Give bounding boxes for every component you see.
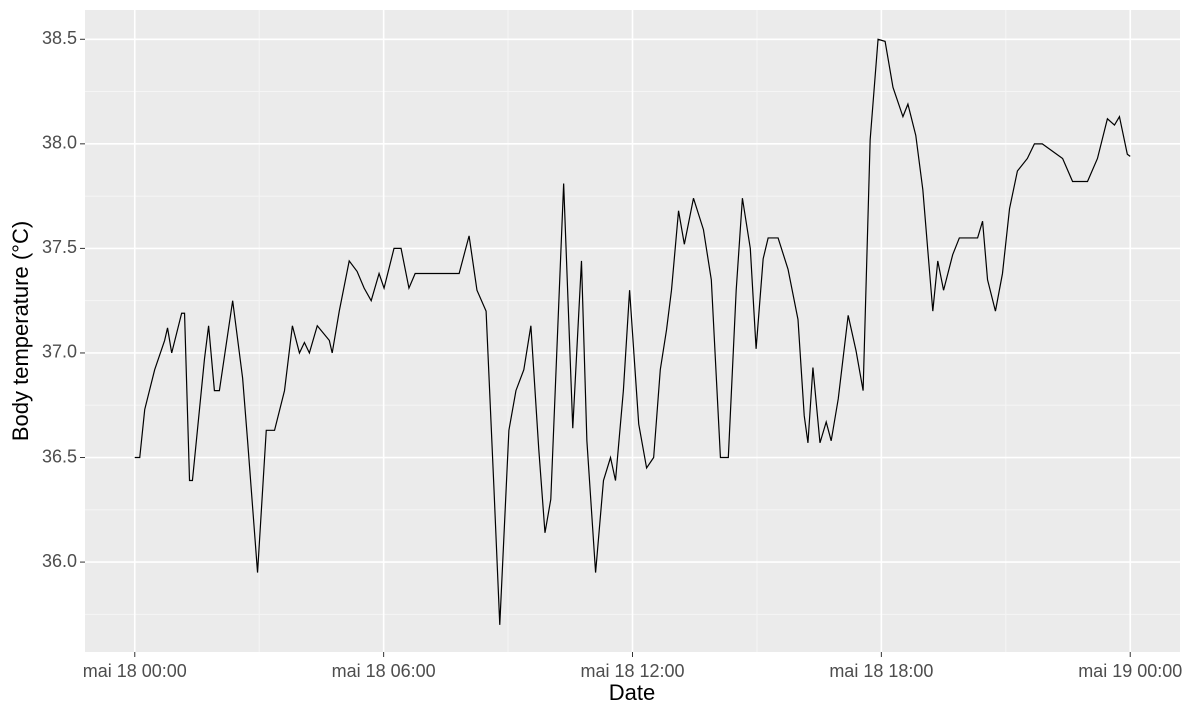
x-tick-label: mai 18 00:00 (83, 661, 187, 681)
y-tick-label: 37.0 (42, 342, 77, 362)
y-axis-title: Body temperature (°C) (8, 221, 33, 441)
y-tick-label: 36.5 (42, 446, 77, 466)
x-tick-label: mai 19 00:00 (1078, 661, 1182, 681)
x-tick-label: mai 18 18:00 (829, 661, 933, 681)
x-tick-label: mai 18 12:00 (580, 661, 684, 681)
y-tick-label: 38.5 (42, 28, 77, 48)
x-axis-title: Date (609, 680, 655, 705)
x-tick-label: mai 18 06:00 (332, 661, 436, 681)
y-tick-label: 38.0 (42, 133, 77, 153)
line (134, 38, 1131, 625)
y-tick-label: 37.5 (42, 237, 77, 257)
y-tick-label: 36.0 (42, 551, 77, 571)
